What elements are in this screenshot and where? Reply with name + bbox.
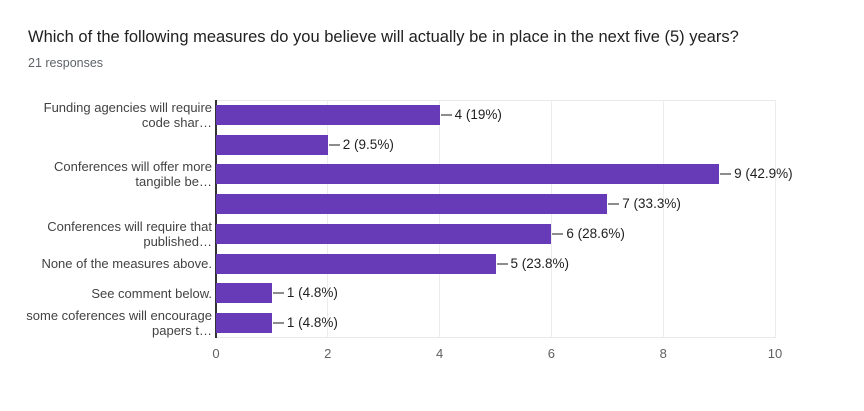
x-axis-baseline bbox=[215, 100, 217, 338]
category-label-line: Conferences will offer more bbox=[54, 159, 212, 175]
bar-value-label: 6 (28.6%) bbox=[566, 225, 625, 241]
category-label-line: tangible be… bbox=[135, 174, 212, 190]
bar-annotation-stem bbox=[496, 262, 508, 265]
category-label: some coferences will encourage papers t… bbox=[0, 308, 212, 338]
category-label: None of the measures above. bbox=[0, 256, 212, 271]
bar-annotation-stem bbox=[440, 113, 452, 116]
category-label: Conferences will require that published… bbox=[0, 219, 212, 249]
x-tick-label: 10 bbox=[767, 346, 783, 361]
bar-value-label: 1 (4.8%) bbox=[286, 315, 338, 331]
bar bbox=[216, 283, 272, 304]
bar bbox=[216, 194, 608, 215]
bar-value-label: 4 (19%) bbox=[454, 106, 502, 122]
x-tick-label: 4 bbox=[435, 346, 444, 361]
category-label-line: published… bbox=[143, 233, 212, 249]
bar-annotation-stem bbox=[608, 203, 620, 206]
x-tick-label: 6 bbox=[547, 346, 555, 361]
bar-annotation-stem bbox=[272, 322, 284, 325]
category-label: Funding agencies will require code shar… bbox=[0, 100, 212, 130]
bar-annotation-stem bbox=[328, 143, 340, 146]
bar-annotation-stem bbox=[720, 173, 732, 176]
category-label-line: See comment below. bbox=[91, 285, 212, 301]
category-label-line: papers t… bbox=[152, 323, 212, 339]
bar bbox=[216, 253, 496, 274]
category-label-line: some coferences will encourage bbox=[26, 308, 212, 324]
plot-top-border bbox=[216, 100, 775, 101]
category-label: See comment below. bbox=[0, 286, 212, 301]
category-label-line: Funding agencies will require bbox=[43, 99, 212, 115]
plot-bottom-border bbox=[216, 337, 775, 338]
x-tick-label: 8 bbox=[659, 346, 667, 361]
category-label-line: code shar… bbox=[141, 114, 212, 130]
bar-value-label: 7 (33.3%) bbox=[622, 196, 681, 212]
x-tick-label: 0 bbox=[212, 346, 220, 361]
category-label-line: None of the measures above. bbox=[41, 256, 212, 272]
bar-annotation-stem bbox=[272, 292, 284, 295]
bar-value-label: 9 (42.9%) bbox=[734, 166, 793, 182]
bar bbox=[216, 164, 720, 185]
grid-line bbox=[327, 100, 329, 338]
category-label-line: Conferences will require that bbox=[47, 218, 212, 234]
bar-value-label: 1 (4.8%) bbox=[286, 285, 338, 301]
grid-line bbox=[550, 100, 552, 338]
grid-line bbox=[662, 100, 664, 338]
grid-line bbox=[774, 100, 776, 338]
category-label: Conferences will offer more tangible be… bbox=[0, 159, 212, 189]
response-count: 21 responses bbox=[28, 56, 104, 70]
bar bbox=[216, 134, 328, 155]
bar bbox=[216, 104, 440, 125]
bar-value-label: 2 (9.5%) bbox=[342, 136, 394, 152]
x-tick-label: 2 bbox=[324, 346, 332, 361]
bar-value-label: 5 (23.8%) bbox=[510, 255, 570, 271]
bar bbox=[216, 313, 272, 334]
question-title: Which of the following measures do you b… bbox=[28, 28, 739, 46]
bar-annotation-stem bbox=[552, 232, 564, 235]
bar bbox=[216, 223, 552, 244]
grid-line bbox=[439, 100, 441, 338]
